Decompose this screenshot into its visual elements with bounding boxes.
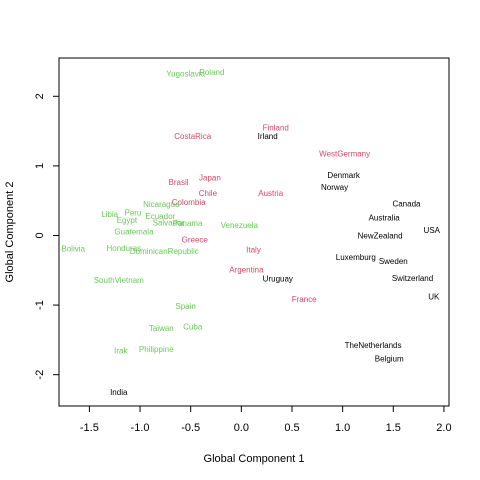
- point-label: Sweden: [379, 257, 408, 266]
- point-label: Japan: [199, 174, 221, 183]
- point-label: Salvador: [153, 218, 185, 227]
- x-tick-label: -1.5: [80, 422, 99, 434]
- point-label: DominicanRepublic: [130, 247, 199, 256]
- y-axis: -2 -1 0 1 2: [34, 93, 59, 380]
- x-tick-label: 0.5: [284, 422, 299, 434]
- point-label: Colombia: [172, 198, 206, 207]
- point-label: Egypt: [117, 216, 138, 225]
- x-tick-label: 2.0: [436, 422, 451, 434]
- point-label: Argentina: [229, 266, 264, 275]
- point-label: Nicaragua: [143, 200, 180, 209]
- point-label: Libia: [101, 210, 118, 219]
- y-axis-title: Global Component 2: [4, 182, 16, 283]
- point-label: Canada: [392, 199, 421, 208]
- y-tick-label: -2: [34, 370, 46, 380]
- point-label: WestGermany: [319, 149, 370, 158]
- y-tick-label: -1: [34, 300, 46, 310]
- point-label: UK: [428, 293, 440, 302]
- point-label: Finland: [263, 124, 289, 133]
- plot-frame: [58, 57, 450, 407]
- point-label: Poland: [200, 68, 225, 77]
- point-label: Venezuela: [221, 221, 259, 230]
- point-label: Irak: [114, 346, 128, 355]
- point-label: Peru: [124, 209, 141, 218]
- point-label: Bolivia: [61, 245, 85, 254]
- point-label: India: [110, 388, 128, 397]
- point-label: Italy: [246, 245, 261, 254]
- y-tick-label: 2: [34, 93, 46, 99]
- point-label: TheNetherlands: [345, 341, 402, 350]
- point-label: Panama: [173, 219, 203, 228]
- point-label: Brasil: [169, 178, 189, 187]
- point-label: Spain: [175, 302, 195, 311]
- point-label: Taiwan: [149, 324, 174, 333]
- point-label: Philippine: [139, 345, 174, 354]
- point-label: Honduras: [106, 244, 141, 253]
- x-axis-title: Global Component 1: [204, 453, 305, 465]
- point-label: Belgium: [375, 355, 404, 364]
- point-label: France: [292, 295, 317, 304]
- point-label: Chile: [199, 189, 218, 198]
- point-label: Norway: [321, 183, 348, 192]
- point-label: Uruguay: [263, 275, 293, 284]
- point-label: SouthVietnam: [94, 276, 144, 285]
- point-label: Greece: [182, 236, 209, 245]
- x-axis: -1.5 -1.0 -0.5 0.0 0.5 1.0 1.5 2.0: [80, 406, 452, 434]
- y-tick-label: 0: [34, 232, 46, 238]
- point-label: Yugoslavia: [166, 69, 205, 78]
- point-label: CostaRica: [174, 132, 211, 141]
- point-label: Guatemala: [114, 227, 154, 236]
- x-tick-label: 1.5: [386, 422, 401, 434]
- point-label: Denmark: [327, 171, 360, 180]
- x-tick-label: 0.0: [234, 422, 249, 434]
- point-label: Cuba: [183, 323, 203, 332]
- x-tick-label: -0.5: [181, 422, 200, 434]
- point-label: Luxemburg: [336, 253, 376, 262]
- y-tick-label: 1: [34, 163, 46, 169]
- x-tick-label: -1.0: [131, 422, 150, 434]
- point-label: Switzerland: [392, 274, 433, 283]
- point-label: Irland: [258, 132, 278, 141]
- point-label: Australia: [369, 213, 401, 222]
- x-tick-label: 1.0: [335, 422, 350, 434]
- point-label: NewZealand: [358, 231, 403, 240]
- point-label: Austria: [258, 189, 283, 198]
- point-label: Ecuador: [145, 212, 175, 221]
- point-label: USA: [424, 226, 441, 235]
